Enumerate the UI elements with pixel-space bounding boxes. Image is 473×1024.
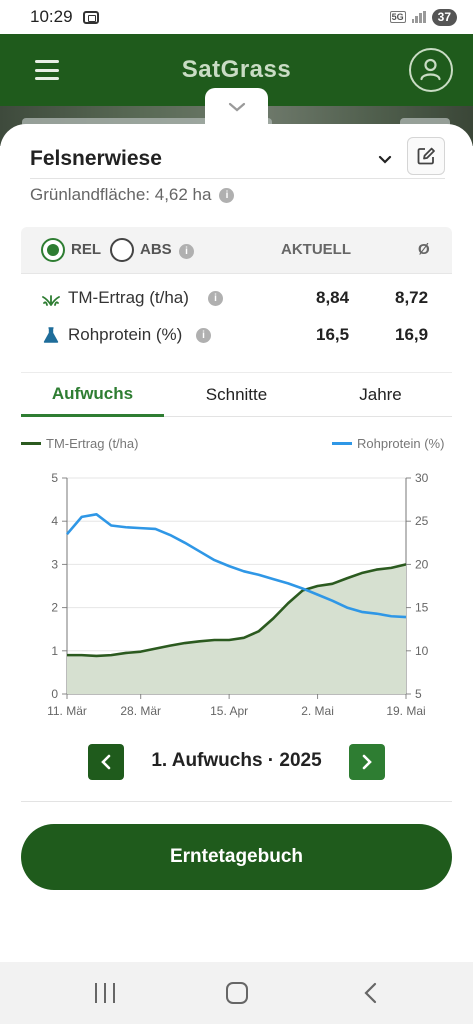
col-current: AKTUELL — [281, 241, 351, 258]
app-title: SatGrass — [181, 56, 292, 83]
status-bar: 10:29 5G 37 — [0, 0, 473, 34]
y-left-tick-label: 0 — [51, 687, 58, 701]
info-icon[interactable]: i — [179, 244, 194, 259]
profile-button[interactable] — [409, 48, 453, 92]
chart-tabs: Aufwuchs Schnitte Jahre — [21, 372, 452, 417]
edit-icon — [417, 147, 435, 165]
harvest-journal-button[interactable]: Erntetagebuch — [21, 824, 452, 890]
back-icon[interactable] — [361, 982, 381, 1004]
x-tick-label: 2. Mai — [301, 704, 334, 718]
area-info: Grünlandfläche: 4,62 ha i — [30, 183, 235, 207]
stats-table: REL ABS i AKTUELL Ø TM-Ertrag (t/ha) i 8… — [21, 227, 452, 357]
screen-record-icon — [82, 10, 99, 24]
metric-label: Rohprotein (%) — [68, 325, 183, 344]
area-label: Grünlandfläche: 4,62 ha — [30, 185, 212, 204]
y-left-tick-label: 3 — [51, 557, 58, 571]
info-icon[interactable]: i — [196, 328, 211, 343]
chevron-down-icon — [378, 155, 392, 164]
status-time: 10:29 — [30, 7, 73, 26]
battery-level: 37 — [431, 8, 457, 26]
signal-icon — [411, 11, 426, 23]
legend-swatch — [21, 441, 41, 445]
flask-icon — [43, 327, 59, 343]
protein-line — [66, 512, 407, 619]
user-icon — [420, 58, 441, 81]
metric-average: 8,72 — [395, 288, 429, 307]
system-nav-bar — [0, 962, 473, 1024]
field-name: Felsnerwiese — [30, 147, 162, 170]
radio-abs[interactable] — [110, 238, 134, 262]
growth-chart: 0 1 2 3 4 5 5 10 15 20 25 30 11. Mär 28. Mär 15. Apr 2.… — [47, 471, 429, 718]
info-icon[interactable]: i — [219, 187, 235, 203]
y-left-tick-label: 1 — [51, 644, 58, 658]
y-right-tick-label: 15 — [415, 601, 429, 615]
stats-header: REL ABS i AKTUELL Ø — [21, 227, 452, 273]
chevron-down-icon — [228, 102, 245, 112]
tab-aufwuchs[interactable]: Aufwuchs — [21, 373, 164, 417]
field-selector: Felsnerwiese — [30, 137, 445, 177]
y-right-tick-label: 20 — [415, 557, 429, 571]
menu-icon[interactable] — [35, 60, 59, 80]
radio-rel[interactable] — [41, 238, 65, 262]
season-navigator: 1. Aufwuchs · 2025 — [88, 744, 385, 780]
next-season-button[interactable] — [349, 744, 385, 780]
metric-average: 16,9 — [395, 325, 429, 344]
stats-row: Rohprotein (%) i 16,5 16,9 — [21, 320, 452, 350]
x-tick-label: 15. Apr — [210, 704, 248, 718]
radio-abs-label: ABS — [140, 241, 172, 258]
metric-label: TM-Ertrag (t/ha) — [68, 288, 189, 307]
legend-swatch — [332, 441, 352, 445]
field-dropdown[interactable] — [373, 147, 397, 171]
recent-apps-icon[interactable] — [95, 983, 115, 1003]
legend-label: Rohprotein (%) — [357, 435, 445, 451]
radio-rel-label: REL — [71, 241, 101, 258]
divider — [21, 273, 452, 274]
network-type: 5G — [389, 11, 406, 23]
legend-protein: Rohprotein (%) — [332, 434, 444, 452]
grass-icon — [42, 295, 60, 306]
chevron-left-icon — [101, 754, 111, 770]
stats-row: TM-Ertrag (t/ha) i 8,84 8,72 — [21, 283, 452, 313]
tab-schnitte[interactable]: Schnitte — [205, 385, 268, 404]
y-left-tick-label: 4 — [51, 514, 58, 528]
previous-season-button[interactable] — [88, 744, 124, 780]
info-icon[interactable]: i — [208, 291, 223, 306]
col-average: Ø — [418, 241, 430, 258]
divider — [21, 801, 452, 802]
yield-line — [67, 563, 407, 658]
divider — [30, 178, 445, 179]
season-label: 1. Aufwuchs · 2025 — [151, 750, 322, 771]
status-icons: 5G 37 — [389, 8, 457, 26]
y-right-tick-label: 10 — [415, 644, 429, 658]
legend-label: TM-Ertrag (t/ha) — [46, 435, 139, 451]
yield-area — [67, 564, 406, 694]
x-tick-label: 19. Mai — [386, 704, 425, 718]
legend-yield: TM-Ertrag (t/ha) — [21, 434, 138, 452]
x-tick-label: 28. Mär — [120, 704, 161, 718]
y-left-tick-label: 5 — [51, 471, 58, 485]
edit-field-button[interactable] — [407, 137, 445, 175]
y-right-tick-label: 30 — [415, 471, 429, 485]
metric-current: 16,5 — [316, 325, 350, 344]
tab-jahre[interactable]: Jahre — [359, 385, 402, 404]
x-tick-label: 11. Mär — [47, 704, 87, 718]
chevron-right-icon — [362, 754, 372, 770]
home-icon[interactable] — [226, 982, 248, 1004]
collapse-sheet-button[interactable] — [205, 88, 268, 126]
y-right-tick-label: 5 — [415, 687, 422, 701]
y-right-tick-label: 25 — [415, 514, 429, 528]
y-left-tick-label: 2 — [51, 601, 58, 615]
metric-current: 8,84 — [316, 288, 350, 307]
